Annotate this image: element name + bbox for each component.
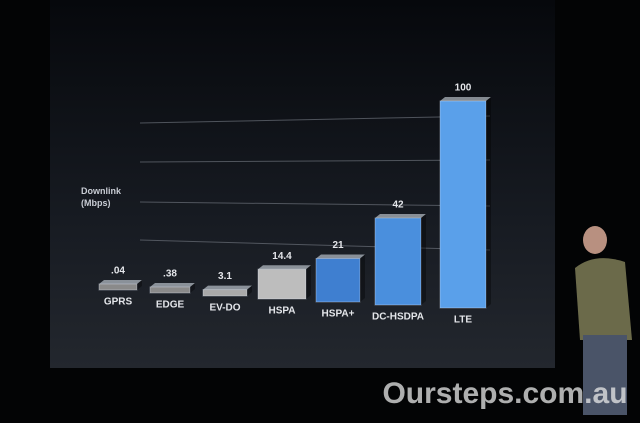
- bar: [202, 289, 248, 297]
- value-label: 14.4: [272, 251, 292, 262]
- grid-line: [139, 239, 491, 251]
- bar-top: [375, 214, 426, 219]
- bar: [439, 100, 487, 309]
- x-tick-label: EDGE: [156, 300, 185, 311]
- grid-line: [139, 201, 491, 207]
- value-label: .38: [163, 269, 177, 280]
- x-tick-label: EV-DO: [209, 303, 240, 314]
- bar-side: [137, 280, 142, 290]
- bar-side: [247, 285, 252, 296]
- bar: [315, 258, 361, 303]
- x-tick-label: LTE: [454, 315, 472, 326]
- bar-side: [306, 265, 311, 299]
- x-tick-label: HSPA: [268, 306, 295, 317]
- grid-line: [139, 159, 491, 163]
- bar-top: [258, 265, 311, 270]
- value-label: .04: [111, 266, 125, 277]
- bar-top: [99, 280, 142, 284]
- bar-top: [316, 254, 365, 259]
- bar: [98, 283, 138, 291]
- bar-side: [421, 214, 426, 305]
- value-label: 42: [392, 200, 404, 211]
- bar: [374, 217, 422, 306]
- bar-top: [150, 283, 195, 287]
- value-label: 3.1: [218, 271, 232, 282]
- x-tick-label: HSPA+: [322, 309, 355, 320]
- bar-top: [203, 285, 252, 290]
- x-tick-label: DC-HSDPA: [372, 312, 424, 323]
- grid: [139, 115, 491, 251]
- watermark: Oursteps.com.au: [382, 377, 627, 410]
- bar-side: [486, 97, 491, 308]
- grid-line: [139, 115, 491, 124]
- value-label: 21: [332, 240, 344, 251]
- value-label: 100: [455, 83, 472, 94]
- bar: [149, 286, 191, 294]
- y-axis-label: Downlink (Mbps): [81, 186, 122, 208]
- presenter: [575, 226, 632, 415]
- bar-top: [440, 97, 491, 101]
- bar: [257, 268, 307, 300]
- bar-side: [360, 254, 365, 302]
- x-tick-label: GPRS: [104, 297, 133, 308]
- bar-side: [190, 283, 195, 293]
